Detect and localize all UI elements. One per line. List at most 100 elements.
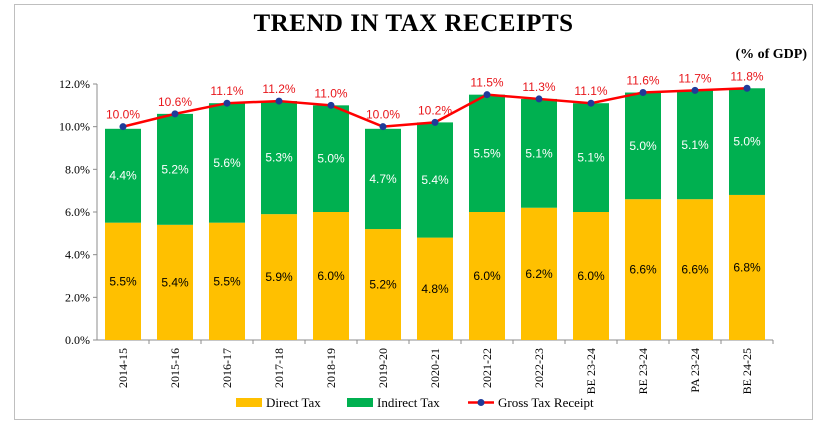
- label-indirect-tax: 5.0%: [317, 152, 345, 166]
- x-tick-label: 2014-15: [116, 348, 130, 388]
- legend-label-gross-tax: Gross Tax Receipt: [498, 395, 594, 410]
- y-tick-label: 8.0%: [65, 162, 90, 176]
- x-tick-label: BE 24-25: [740, 348, 754, 394]
- label-indirect-tax: 4.7%: [369, 172, 397, 186]
- label-indirect-tax: 5.4%: [421, 173, 449, 187]
- label-indirect-tax: 5.1%: [681, 138, 709, 152]
- label-direct-tax: 4.8%: [421, 282, 449, 296]
- chart-title: TREND IN TAX RECEIPTS: [253, 10, 574, 37]
- x-tick-label: 2021-22: [480, 348, 494, 388]
- bar-direct-tax: [365, 229, 401, 340]
- label-indirect-tax: 5.1%: [525, 146, 553, 160]
- x-tick-label: 2015-16: [168, 348, 182, 388]
- bar-indirect-tax: [573, 103, 609, 212]
- gross-tax-point: [119, 123, 127, 131]
- gross-tax-point: [535, 95, 543, 103]
- legend-label-indirect-tax: Indirect Tax: [377, 395, 440, 410]
- bar-indirect-tax: [469, 94, 505, 212]
- legend-label-direct-tax: Direct Tax: [266, 395, 321, 410]
- bar-direct-tax: [209, 222, 245, 340]
- y-tick-label: 12.0%: [59, 77, 90, 91]
- label-gross-tax: 11.3%: [522, 80, 555, 94]
- gross-tax-point: [431, 118, 439, 126]
- label-indirect-tax: 5.2%: [161, 162, 189, 176]
- label-direct-tax: 6.0%: [577, 269, 605, 283]
- gross-tax-point: [639, 89, 647, 97]
- label-gross-tax: 11.6%: [626, 74, 659, 88]
- x-tick-label: 2017-18: [272, 348, 286, 388]
- bar-direct-tax: [625, 199, 661, 340]
- bar-indirect-tax: [313, 105, 349, 212]
- y-tick-label: 6.0%: [65, 205, 90, 219]
- label-direct-tax: 5.4%: [161, 275, 189, 289]
- label-indirect-tax: 4.4%: [109, 169, 137, 183]
- x-tick-label: 2019-20: [376, 348, 390, 388]
- label-direct-tax: 5.2%: [369, 278, 397, 292]
- label-direct-tax: 6.2%: [525, 267, 553, 281]
- label-direct-tax: 6.0%: [317, 269, 345, 283]
- gross-tax-point: [223, 99, 231, 107]
- x-tick-label: PA 23-24: [688, 348, 702, 393]
- y-tick-label: 10.0%: [59, 120, 90, 134]
- label-gross-tax: 10.2%: [418, 103, 452, 117]
- label-indirect-tax: 5.1%: [577, 151, 605, 165]
- label-indirect-tax: 5.6%: [213, 156, 241, 170]
- label-direct-tax: 5.5%: [109, 274, 137, 288]
- gross-tax-point: [691, 86, 699, 94]
- label-direct-tax: 6.8%: [733, 260, 761, 274]
- bar-indirect-tax: [677, 90, 713, 200]
- label-gross-tax: 11.0%: [314, 86, 347, 100]
- bar-indirect-tax: [105, 128, 141, 223]
- label-direct-tax: 6.6%: [681, 263, 709, 277]
- gross-tax-point: [379, 123, 387, 131]
- label-gross-tax: 11.1%: [574, 84, 607, 98]
- label-indirect-tax: 5.5%: [473, 146, 501, 160]
- bar-indirect-tax: [365, 128, 401, 230]
- bar-direct-tax: [313, 212, 349, 340]
- label-gross-tax: 11.2%: [262, 82, 295, 96]
- label-gross-tax: 11.1%: [210, 84, 243, 98]
- legend-swatch-direct-tax: [236, 398, 262, 407]
- label-indirect-tax: 5.0%: [629, 139, 657, 153]
- label-gross-tax: 11.7%: [678, 71, 711, 85]
- label-gross-tax: 11.5%: [470, 76, 503, 90]
- legend-swatch-indirect-tax: [347, 398, 373, 407]
- label-indirect-tax: 5.0%: [733, 135, 761, 149]
- x-tick-label: 2018-19: [324, 348, 338, 388]
- label-direct-tax: 6.0%: [473, 269, 501, 283]
- bar-direct-tax: [105, 222, 141, 340]
- bar-direct-tax: [469, 212, 505, 340]
- bar-direct-tax: [677, 199, 713, 340]
- x-tick-label: 2020-21: [428, 348, 442, 388]
- label-direct-tax: 5.5%: [213, 274, 241, 288]
- bar-direct-tax: [521, 207, 557, 340]
- gross-tax-point: [171, 110, 179, 118]
- x-tick-label: 2022-23: [532, 348, 546, 388]
- label-indirect-tax: 5.3%: [265, 151, 293, 165]
- label-direct-tax: 5.9%: [265, 270, 293, 284]
- bar-indirect-tax: [417, 122, 453, 238]
- label-gross-tax: 11.8%: [730, 69, 763, 83]
- bar-indirect-tax: [261, 101, 297, 215]
- bar-indirect-tax: [157, 113, 193, 225]
- gross-tax-point: [327, 101, 335, 109]
- label-direct-tax: 6.6%: [629, 263, 657, 277]
- bar-direct-tax: [729, 194, 765, 340]
- gross-tax-point: [587, 99, 595, 107]
- bar-direct-tax: [157, 224, 193, 340]
- legend-marker-gross-tax: [477, 399, 485, 406]
- gross-tax-point: [743, 84, 751, 92]
- gross-tax-point: [483, 91, 491, 99]
- x-tick-label: BE 23-24: [584, 348, 598, 394]
- bar-indirect-tax: [729, 88, 765, 195]
- bar-indirect-tax: [209, 103, 245, 223]
- bar-direct-tax: [417, 237, 453, 340]
- label-gross-tax: 10.0%: [366, 108, 400, 122]
- y-tick-label: 4.0%: [65, 248, 90, 262]
- bar-indirect-tax: [521, 98, 557, 208]
- y-tick-label: 2.0%: [65, 290, 90, 304]
- x-tick-label: RE 23-24: [636, 348, 650, 394]
- x-tick-label: 2016-17: [220, 348, 234, 388]
- bar-direct-tax: [573, 212, 609, 340]
